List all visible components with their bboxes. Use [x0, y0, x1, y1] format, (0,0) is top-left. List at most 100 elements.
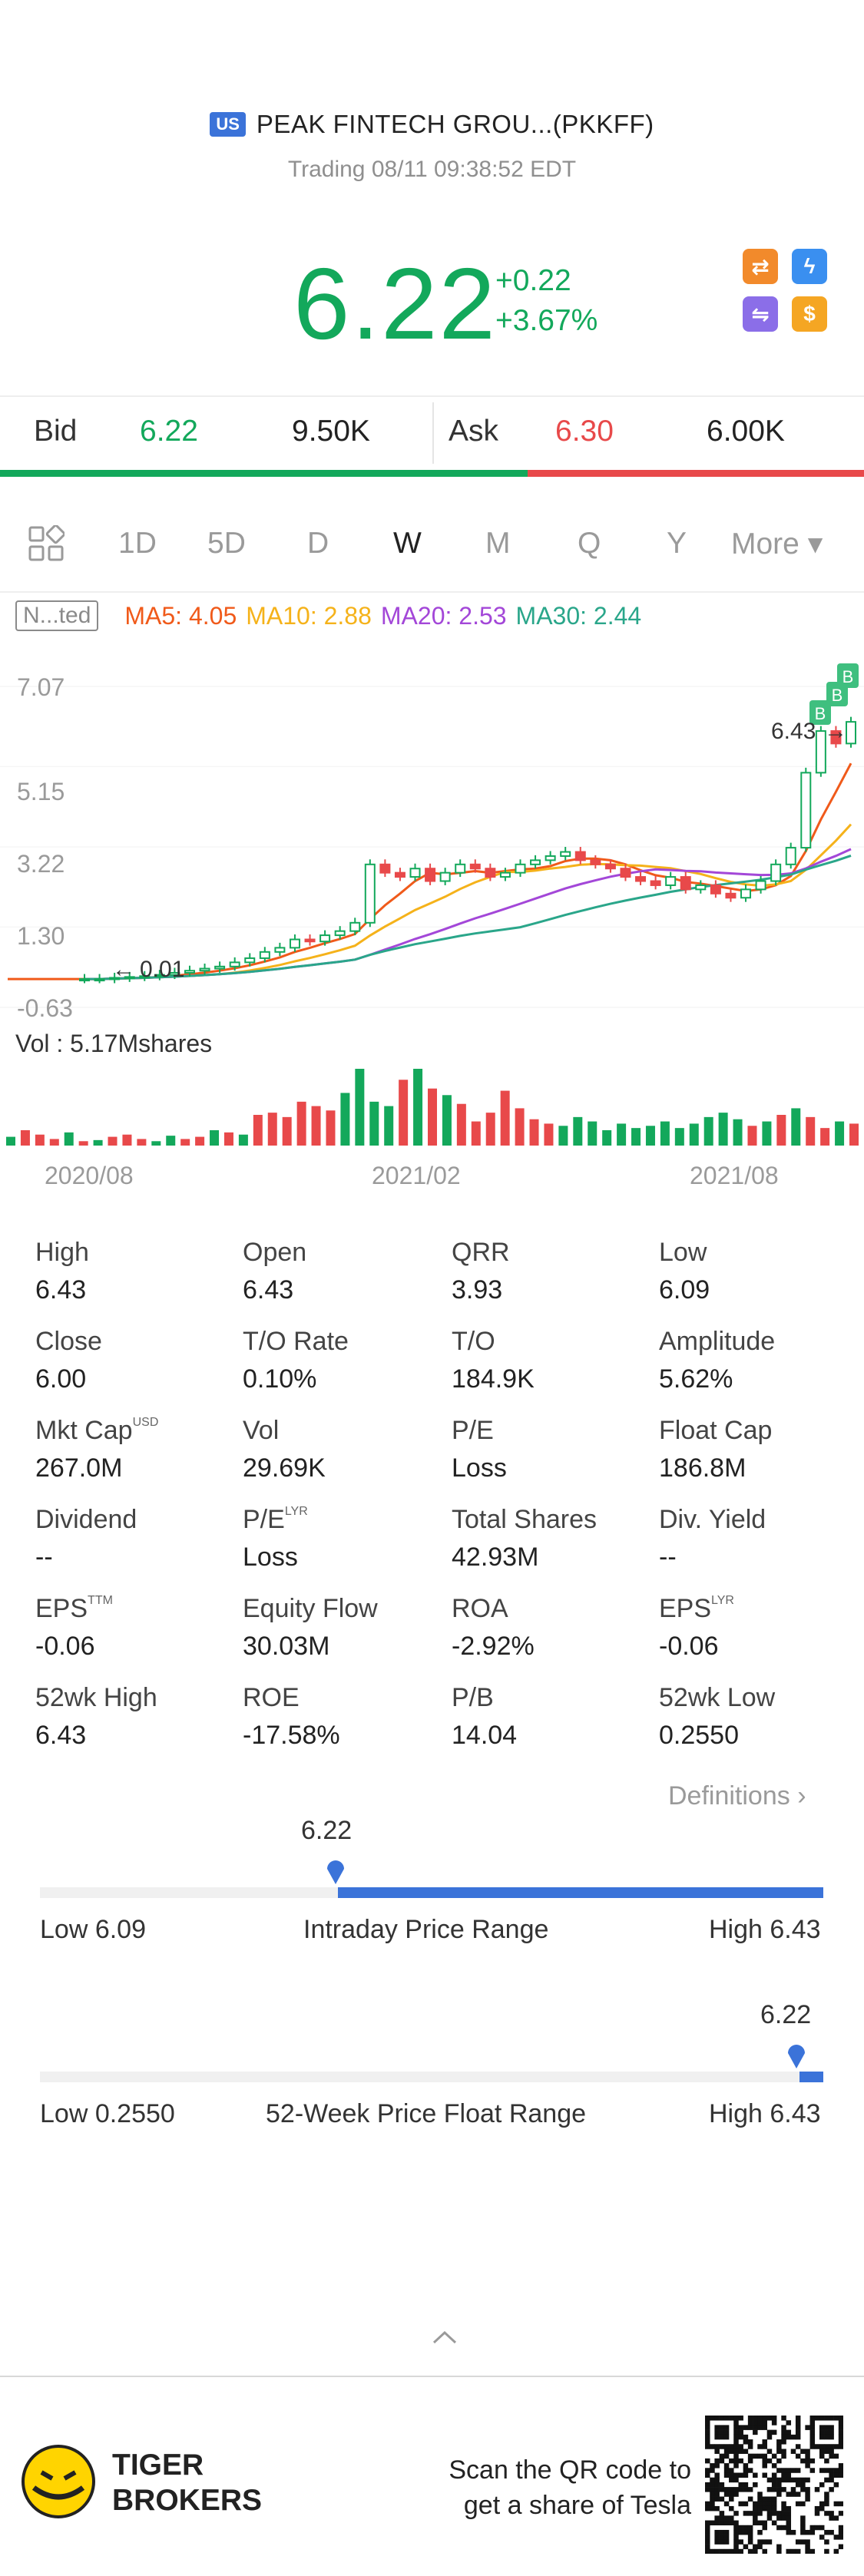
candle — [499, 871, 511, 878]
bid-strength-bar — [0, 470, 528, 477]
candlestick-chart[interactable]: BBB 7.07 5.15 3.22 1.30 -0.63 6.43 → ← 0… — [0, 660, 864, 1198]
intraday-high: High 6.43 — [709, 1915, 821, 1944]
stat-superscript: USD — [132, 1416, 159, 1429]
candle — [394, 871, 406, 878]
stat-cell: Close 6.00 — [35, 1327, 102, 1394]
stat-cell: 52wk Low 0.2550 — [659, 1683, 775, 1751]
tab-more[interactable]: More ▾ — [731, 527, 823, 561]
tab-5d[interactable]: 5D — [207, 527, 246, 560]
ma10-value: MA10: 2.88 — [246, 601, 372, 630]
y-tick: 7.07 — [17, 673, 65, 701]
volume-bar — [660, 1121, 670, 1146]
stat-cell: P/ELYR Loss — [243, 1505, 308, 1572]
intraday-current-value: 6.22 — [301, 1816, 353, 1845]
bid-label: Bid — [34, 415, 78, 448]
y-tick: 5.15 — [17, 778, 65, 805]
stat-label: T/O Rate — [243, 1327, 349, 1356]
candle — [574, 851, 586, 861]
candle — [560, 851, 571, 857]
buy-marker[interactable]: B — [809, 700, 831, 725]
x-tick: 2021/08 — [690, 1162, 779, 1189]
exchange-icon[interactable]: ⇋ — [743, 296, 778, 332]
volume-bar — [849, 1123, 859, 1146]
tab-d[interactable]: D — [307, 527, 329, 560]
volume-bar — [806, 1116, 816, 1146]
x-tick: 2020/08 — [45, 1162, 134, 1189]
tab-q[interactable]: Q — [578, 527, 601, 560]
dollar-icon[interactable]: $ — [792, 296, 827, 332]
volume-bar — [93, 1139, 103, 1146]
volume-bar — [617, 1123, 627, 1146]
candle — [770, 863, 782, 882]
volume-bar — [369, 1101, 379, 1146]
chart-layout-icon[interactable] — [28, 524, 66, 562]
volume-bar — [573, 1116, 583, 1146]
lightning-icon[interactable]: ϟ — [792, 249, 827, 284]
candle — [455, 863, 466, 874]
buy-marker[interactable]: B — [837, 663, 859, 688]
candle — [604, 863, 616, 870]
volume-bar — [544, 1123, 554, 1146]
x-tick: 2021/02 — [372, 1162, 461, 1189]
candle — [124, 976, 135, 980]
volume-bar — [645, 1126, 655, 1146]
candle — [590, 859, 601, 865]
stat-cell: Float Cap 186.8M — [659, 1416, 772, 1483]
volume-bar — [355, 1069, 365, 1146]
stat-value: 267.0M — [35, 1453, 123, 1483]
week52-pin-icon — [788, 2045, 805, 2068]
divider — [0, 591, 864, 593]
volume-label: Vol : 5.17Mshares — [15, 1030, 212, 1057]
stat-label: ROA — [452, 1594, 508, 1623]
stat-value: 184.9K — [452, 1364, 535, 1394]
stat-label: Float Cap — [659, 1416, 773, 1445]
candle — [725, 892, 737, 899]
volume-bar — [122, 1134, 132, 1146]
ma20-line — [84, 848, 852, 980]
tab-1d[interactable]: 1D — [118, 527, 157, 560]
volume-bar — [311, 1106, 321, 1146]
stat-value: -2.92% — [452, 1632, 535, 1661]
svg-text:B: B — [842, 667, 854, 686]
volume-bar — [602, 1130, 612, 1146]
ask-label: Ask — [449, 415, 499, 448]
volume-bar — [747, 1126, 757, 1146]
bid-volume: 9.50K — [292, 415, 370, 448]
volume-bar — [223, 1132, 233, 1146]
svg-text:B: B — [815, 704, 826, 723]
candle — [439, 871, 451, 882]
stat-superscript: TTM — [88, 1594, 113, 1607]
tab-m[interactable]: M — [485, 527, 511, 560]
volume-bar — [442, 1095, 452, 1146]
divider — [0, 395, 864, 397]
volume-bar — [326, 1110, 336, 1146]
candle — [229, 961, 240, 967]
volume-bar — [558, 1126, 568, 1146]
stat-cell: 52wk High 6.43 — [35, 1683, 157, 1751]
volume-bar — [588, 1121, 598, 1146]
volume-bar — [515, 1108, 525, 1146]
trading-status: Trading 08/11 09:38:52 EDT — [287, 157, 577, 182]
stat-label: High — [35, 1238, 89, 1267]
stat-cell: Equity Flow 30.03M — [243, 1594, 378, 1662]
stat-cell: Amplitude 5.62% — [659, 1327, 775, 1394]
stat-cell: Total Shares 42.93M — [452, 1505, 597, 1572]
tab-w[interactable]: W — [393, 527, 422, 560]
candle — [815, 730, 826, 774]
stat-value: 6.43 — [35, 1721, 87, 1750]
stat-value: 30.03M — [243, 1632, 330, 1661]
chevron-up-icon[interactable] — [432, 2330, 458, 2345]
candle — [680, 876, 691, 891]
y-tick: -0.63 — [17, 994, 73, 1022]
tab-y[interactable]: Y — [667, 527, 687, 560]
swap-icon[interactable]: ⇄ — [743, 249, 778, 284]
candle — [800, 772, 812, 849]
stat-value: 6.43 — [243, 1275, 294, 1305]
stat-value: 6.43 — [35, 1275, 87, 1305]
intraday-pin-icon — [327, 1860, 344, 1884]
indicator-selector[interactable]: N...ted — [15, 600, 99, 631]
candle — [830, 730, 842, 745]
svg-text:B: B — [832, 686, 843, 705]
definitions-link[interactable]: Definitions › — [668, 1781, 806, 1810]
candle — [334, 930, 346, 937]
